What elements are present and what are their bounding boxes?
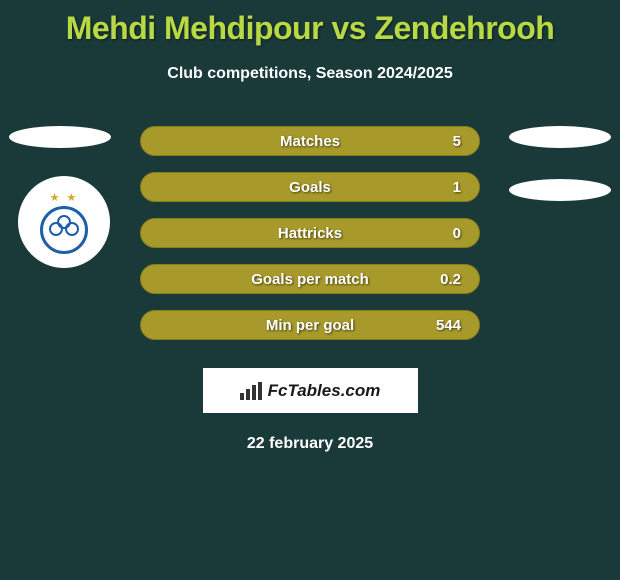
stat-row: Min per goal 544 bbox=[0, 302, 620, 348]
stat-label: Matches bbox=[280, 133, 340, 150]
bar-chart-icon bbox=[240, 382, 262, 400]
stat-row: Goals per match 0.2 bbox=[0, 256, 620, 302]
stat-row: Hattricks 0 bbox=[0, 210, 620, 256]
stat-label: Min per goal bbox=[266, 317, 354, 334]
stat-bar-matches: Matches 5 bbox=[140, 126, 480, 156]
page-title: Mehdi Mehdipour vs Zendehrooh bbox=[0, 0, 620, 47]
stat-bar-goals-per-match: Goals per match 0.2 bbox=[140, 264, 480, 294]
stat-value: 5 bbox=[453, 133, 461, 150]
stat-row: Matches 5 bbox=[0, 118, 620, 164]
stat-value: 544 bbox=[436, 317, 461, 334]
date-text: 22 february 2025 bbox=[0, 435, 620, 453]
stat-value: 1 bbox=[453, 179, 461, 196]
subtitle: Club competitions, Season 2024/2025 bbox=[0, 65, 620, 83]
stat-label: Goals bbox=[289, 179, 331, 196]
stat-bar-goals: Goals 1 bbox=[140, 172, 480, 202]
stats-container: Matches 5 Goals 1 Hattricks 0 Goals per … bbox=[0, 118, 620, 348]
stat-value: 0.2 bbox=[440, 271, 461, 288]
stat-label: Hattricks bbox=[278, 225, 342, 242]
stat-value: 0 bbox=[453, 225, 461, 242]
branding-text: FcTables.com bbox=[268, 381, 381, 401]
stat-label: Goals per match bbox=[251, 271, 369, 288]
branding-box: FcTables.com bbox=[203, 368, 418, 413]
stat-bar-min-per-goal: Min per goal 544 bbox=[140, 310, 480, 340]
stat-bar-hattricks: Hattricks 0 bbox=[140, 218, 480, 248]
stat-row: Goals 1 bbox=[0, 164, 620, 210]
